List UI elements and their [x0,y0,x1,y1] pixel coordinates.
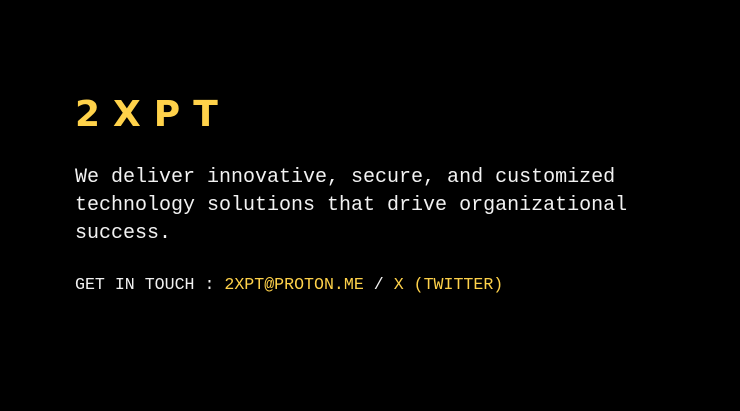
page-content: 2XPT We deliver innovative, secure, and … [75,95,695,295]
twitter-link[interactable]: X (TWITTER) [393,275,504,294]
brand-title: 2XPT [75,94,231,135]
tagline: We deliver innovative, secure, and custo… [75,166,628,245]
email-link[interactable]: 2XPT@PROTON.ME [224,275,364,294]
contact-separator: / [373,275,384,294]
contact-label: GET IN TOUCH : [75,275,215,294]
contact-line: GET IN TOUCH : 2XPT@PROTON.ME / X (TWITT… [75,275,695,295]
